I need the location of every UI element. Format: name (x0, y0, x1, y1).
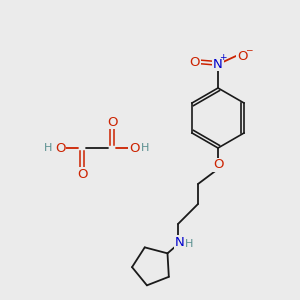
Text: H: H (185, 239, 193, 249)
Text: O: O (129, 142, 139, 154)
Text: +: + (219, 53, 227, 62)
Text: O: O (107, 116, 117, 128)
Text: −: − (245, 46, 253, 55)
Text: O: O (55, 142, 65, 154)
Text: O: O (190, 56, 200, 68)
Text: N: N (213, 58, 223, 70)
Text: O: O (237, 50, 247, 62)
Text: H: H (44, 143, 52, 153)
Text: O: O (213, 158, 223, 172)
Text: O: O (77, 167, 87, 181)
Text: N: N (175, 236, 185, 248)
Text: H: H (141, 143, 149, 153)
